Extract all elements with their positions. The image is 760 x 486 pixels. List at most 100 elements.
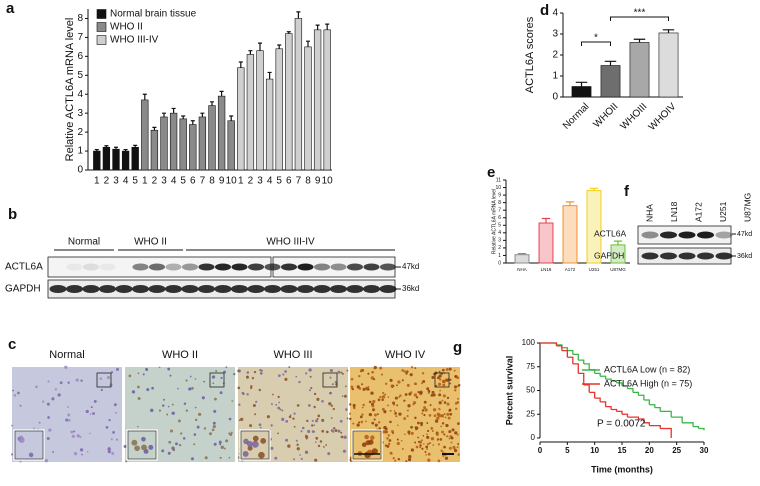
- error-bar: [248, 50, 253, 55]
- cell: [204, 456, 208, 460]
- inset-border: [240, 430, 270, 460]
- cell: [400, 439, 403, 442]
- survival-step: [572, 363, 579, 374]
- cell: [329, 376, 332, 379]
- x-tick-label: 15: [618, 446, 627, 455]
- lane-label: LN18: [669, 201, 679, 222]
- blot-band: [215, 263, 231, 271]
- y-tick-label: 0: [552, 92, 558, 103]
- cell: [398, 396, 401, 398]
- cell: [17, 391, 20, 395]
- cell: [406, 383, 410, 387]
- y-tick-label: 3: [552, 29, 558, 40]
- x-tick-label: 4: [171, 176, 177, 187]
- blot-band: [347, 263, 363, 271]
- cell: [342, 449, 346, 453]
- cell: [246, 393, 249, 396]
- cell: [380, 373, 384, 376]
- cell: [435, 432, 439, 436]
- x-tick-label: 10: [322, 176, 334, 187]
- cell: [35, 385, 38, 389]
- y-tick-label: 25: [526, 409, 535, 418]
- cell: [113, 403, 117, 407]
- cell: [445, 423, 449, 428]
- cell: [433, 414, 437, 418]
- cell: [389, 378, 393, 382]
- cell: [358, 374, 361, 378]
- cell: [442, 454, 445, 457]
- y-tick-label: 50: [526, 386, 535, 395]
- cell: [196, 425, 200, 429]
- panel-label: g: [453, 339, 462, 356]
- cell: [47, 380, 50, 383]
- cell: [169, 429, 173, 433]
- blot-band: [248, 263, 264, 271]
- cell: [440, 449, 443, 452]
- cell: [377, 398, 381, 402]
- survival-step: [654, 406, 661, 412]
- cell: [421, 447, 424, 450]
- cell: [254, 413, 257, 416]
- lane-label: A172: [693, 202, 703, 222]
- blot-band: [247, 285, 265, 293]
- cell: [422, 434, 425, 437]
- cell-zoom: [252, 435, 259, 442]
- x-tick-label: U87MG: [610, 267, 626, 272]
- cell-zoom: [247, 445, 253, 451]
- cell-zoom: [260, 437, 267, 444]
- cell: [327, 452, 331, 456]
- cell: [340, 371, 343, 374]
- cell: [358, 421, 361, 424]
- survival-step: [589, 391, 596, 399]
- cell: [108, 418, 111, 422]
- cell: [401, 379, 404, 382]
- cell: [408, 433, 411, 435]
- cell: [432, 393, 436, 397]
- cell: [99, 377, 103, 380]
- cell: [289, 414, 292, 417]
- cell: [277, 406, 281, 410]
- blot-band: [82, 285, 100, 293]
- cell: [417, 391, 420, 394]
- cell: [295, 439, 298, 442]
- cell: [270, 403, 273, 406]
- cell: [373, 418, 376, 421]
- cell: [343, 435, 347, 439]
- cell: [329, 368, 333, 373]
- cell: [441, 430, 444, 434]
- cell: [292, 417, 295, 420]
- blot-band: [181, 285, 199, 293]
- cell: [284, 370, 287, 373]
- cell: [107, 447, 111, 451]
- cell: [334, 381, 337, 384]
- error-bar: [190, 120, 195, 125]
- y-tick-label: 9: [498, 192, 501, 198]
- cell: [328, 402, 332, 406]
- cell: [47, 416, 50, 419]
- x-tick-label: 8: [305, 176, 311, 187]
- cell: [315, 436, 319, 440]
- cell: [362, 403, 365, 407]
- cell: [259, 426, 262, 429]
- survival-step: [643, 399, 650, 405]
- cell: [427, 442, 430, 446]
- x-tick-label: 10: [226, 176, 238, 187]
- bar: [514, 254, 530, 264]
- cell: [431, 375, 435, 379]
- cell: [414, 382, 418, 386]
- cell: [426, 448, 428, 450]
- cell: [274, 456, 278, 460]
- cell: [71, 434, 75, 438]
- y-tick-label: 7: [77, 32, 83, 43]
- cell: [427, 429, 430, 433]
- cell: [90, 406, 93, 409]
- cell: [111, 452, 115, 455]
- legend-swatch: [96, 9, 107, 19]
- cell: [142, 373, 145, 376]
- cell: [346, 417, 349, 420]
- panel-label: e: [487, 164, 495, 181]
- cell: [370, 376, 375, 380]
- lane-label: U251: [718, 201, 728, 222]
- error-bar: [104, 145, 109, 148]
- survival-step: [583, 384, 590, 393]
